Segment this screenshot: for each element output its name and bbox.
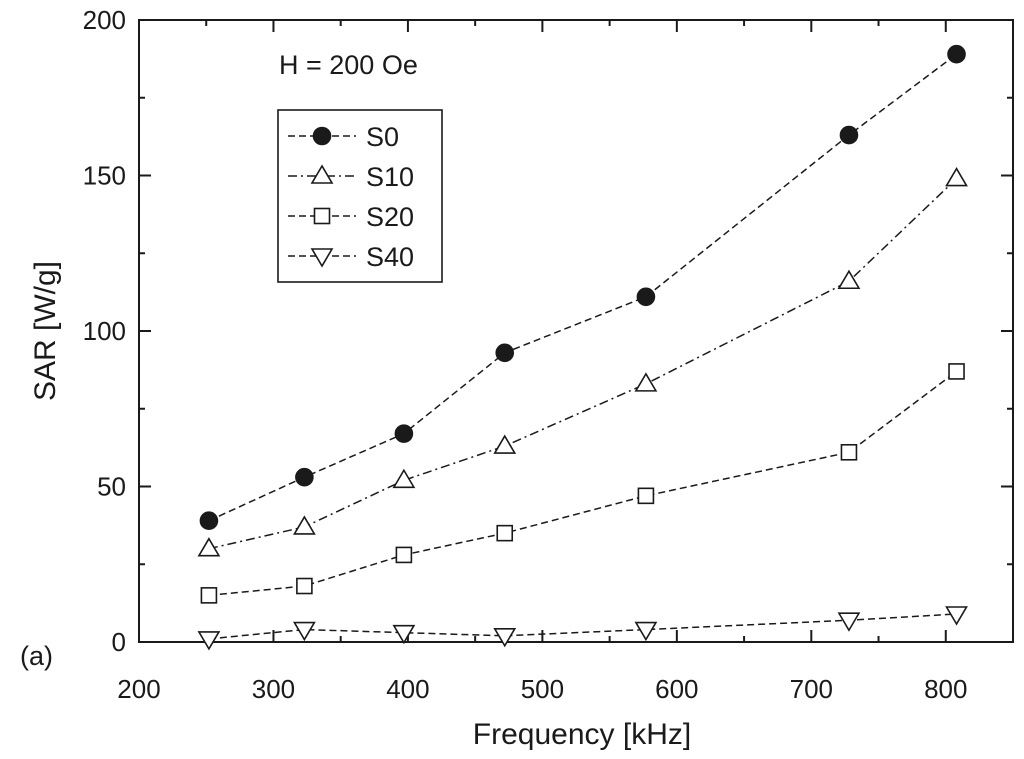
legend: S0 S10 S20 S40 [277,109,443,283]
field-annotation: H = 200 Oe [279,50,418,80]
data-point [295,467,314,487]
data-point [948,363,965,380]
plot-frame [138,19,1014,643]
series-s10 [197,167,968,557]
x-tick-label: 200 [117,674,160,704]
data-point [395,546,413,564]
y-axis-label: SAR [W/g] [29,261,62,401]
series-s0 [199,44,966,531]
y-tick-label: 50 [97,472,126,502]
x-tick-label: 600 [655,674,698,704]
x-tick-label: 700 [790,674,833,704]
panel-label: (a) [20,641,53,671]
data-point [200,587,218,604]
legend-box [277,109,443,283]
legend-marker [312,126,332,146]
data-point [837,269,861,290]
data-point [636,287,656,307]
legend-marker [310,248,334,268]
series-s40 [197,606,968,651]
data-point [837,612,861,632]
data-point [840,443,858,461]
data-point [493,627,517,648]
series-line [208,370,957,597]
data-point [637,487,655,505]
y-tick-label: 0 [112,627,126,657]
legend-marker [310,164,334,184]
legend-label: S20 [366,202,414,232]
x-tick-label: 800 [924,674,967,704]
plot-area [138,19,1014,643]
data-point [392,624,416,645]
data-point [495,343,515,363]
data-point [394,424,414,443]
series-layer [197,44,968,651]
data-point [947,44,966,64]
y-tick-label: 150 [83,161,126,191]
data-point [392,468,416,489]
data-point [945,167,968,187]
data-point [197,537,221,557]
legend-label: S0 [366,122,399,152]
y-tick-label: 100 [83,316,126,346]
legend-label: S40 [366,242,414,272]
legend-label: S10 [366,162,414,192]
data-point [292,515,316,535]
data-point [634,621,658,642]
data-point [496,524,514,542]
x-tick-label: 500 [521,674,564,704]
legend-marker [313,207,331,225]
data-point [634,372,658,392]
series-s20 [200,363,965,604]
data-point [493,434,517,454]
data-point [296,577,313,595]
x-tick-label: 300 [252,674,295,704]
data-point [292,621,316,642]
x-axis-label: Frequency [kHz] [473,718,691,751]
x-tick-label: 400 [386,674,429,704]
axis-ticks: 200 300 400 500 600 700 800 0 50 100 150 200 [83,5,1013,704]
data-point [197,631,221,651]
y-tick-label: 200 [83,5,126,35]
data-point [199,511,219,531]
data-point [839,125,859,145]
data-point [945,606,968,626]
